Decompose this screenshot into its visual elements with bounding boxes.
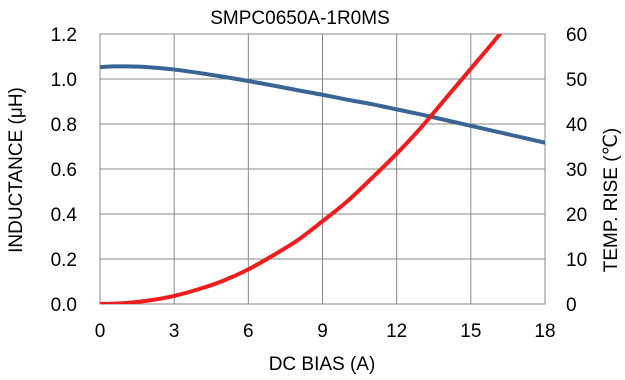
- y-tick-labels: 0.0 0.2 0.4 0.6 0.8 1.0 1.2: [51, 25, 78, 316]
- plot-frame: [99, 33, 546, 305]
- y-tick-label: 0.6: [51, 160, 77, 181]
- y-tick-label: 1.2: [51, 25, 77, 46]
- y2-tick-label: 30: [566, 160, 587, 181]
- x-tick-label: 15: [460, 321, 481, 342]
- inductance-line: [100, 64, 545, 145]
- series-layer: [100, 34, 545, 304]
- grid: [99, 33, 546, 305]
- y-tick-label: 0.2: [51, 250, 77, 271]
- y2-tick-labels: 0 10 20 30 40 50 60: [566, 25, 587, 316]
- y2-tick-label: 60: [566, 25, 587, 46]
- y2-tick-label: 50: [566, 70, 587, 91]
- x-tick-label: 3: [169, 321, 180, 342]
- y-axis-title: INDUCTANCE (μH): [6, 87, 27, 253]
- y2-tick-label: 20: [566, 205, 587, 226]
- x-tick-label: 0: [95, 321, 106, 342]
- x-tick-label: 12: [386, 321, 407, 342]
- y2-tick-label: 40: [566, 115, 587, 136]
- x-tick-label: 18: [534, 321, 555, 342]
- x-axis-title: DC BIAS (A): [269, 354, 376, 375]
- y2-tick-label: 0: [566, 295, 577, 316]
- y-tick-label: 0.0: [51, 295, 77, 316]
- temp-rise-line: [100, 34, 503, 304]
- chart-title: SMPC0650A-1R0MS: [210, 8, 390, 29]
- y2-axis-title: TEMP. RISE (℃): [601, 128, 622, 273]
- x-tick-label: 9: [317, 321, 328, 342]
- x-tick-label: 6: [243, 321, 254, 342]
- y2-tick-label: 10: [566, 250, 587, 271]
- y-tick-label: 1.0: [51, 70, 77, 91]
- y-tick-label: 0.4: [51, 205, 78, 226]
- y-tick-label: 0.8: [51, 115, 77, 136]
- x-tick-labels: 0 3 6 9 12 15 18: [95, 321, 556, 342]
